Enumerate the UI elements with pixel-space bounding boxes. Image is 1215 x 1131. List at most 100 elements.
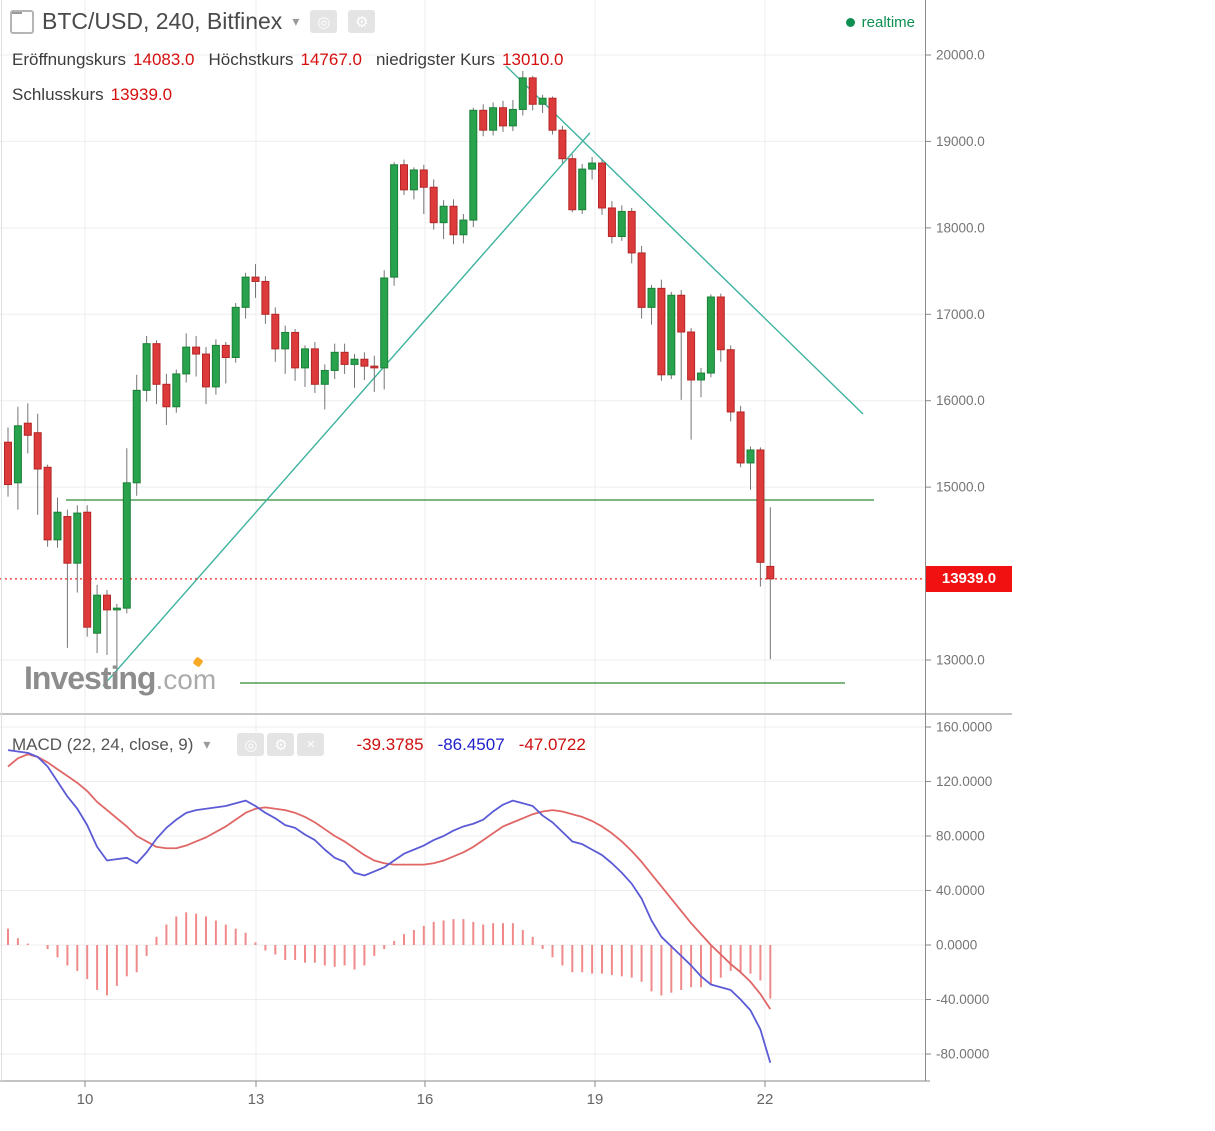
candle[interactable] [182, 346, 191, 375]
candle[interactable] [548, 97, 557, 131]
candle[interactable] [132, 389, 141, 484]
chevron-down-icon[interactable]: ▾ [292, 13, 300, 29]
trendline-up[interactable] [102, 132, 591, 687]
candle[interactable] [409, 169, 418, 191]
collapse-panel-icon[interactable] [10, 9, 34, 34]
candle[interactable] [350, 358, 359, 365]
candle[interactable] [588, 162, 597, 170]
time-axis-label: 16 [417, 1091, 434, 1108]
candle[interactable] [202, 353, 210, 388]
candle[interactable] [766, 565, 775, 580]
candle[interactable] [142, 343, 151, 391]
candle[interactable] [598, 162, 606, 209]
candle[interactable] [538, 97, 547, 105]
candle[interactable] [627, 210, 636, 254]
candle[interactable] [429, 186, 438, 224]
low-value: 13010.0 [502, 50, 564, 69]
candle[interactable] [291, 331, 300, 369]
price-axis-label: 16000.0 [936, 393, 985, 408]
price-axis-label: 18000.0 [936, 220, 985, 235]
candle[interactable] [320, 369, 329, 385]
candle[interactable] [261, 280, 270, 315]
candle[interactable] [83, 511, 92, 628]
candle[interactable] [192, 346, 201, 355]
candle[interactable] [518, 77, 527, 110]
candle[interactable] [568, 158, 577, 211]
candle[interactable] [687, 331, 696, 381]
candle[interactable] [360, 358, 369, 367]
candle[interactable] [152, 343, 161, 385]
candle[interactable] [449, 205, 458, 236]
watermark-suffix: .com [155, 664, 217, 695]
candle[interactable] [528, 77, 537, 105]
candle[interactable] [607, 207, 616, 238]
candle[interactable] [469, 109, 478, 221]
candle[interactable] [400, 164, 408, 191]
macd-chevron-down-icon[interactable]: ▾ [203, 736, 211, 752]
trendline-down[interactable] [505, 65, 864, 415]
candle[interactable] [221, 344, 230, 358]
candle[interactable] [380, 277, 389, 369]
candle[interactable] [637, 252, 646, 308]
macd-axis-label: 120.0000 [936, 774, 992, 789]
candle[interactable] [697, 372, 705, 381]
candle[interactable] [617, 210, 626, 237]
candle[interactable] [43, 466, 52, 541]
candle[interactable] [390, 164, 399, 278]
candle[interactable] [499, 107, 507, 127]
candle[interactable] [211, 344, 220, 388]
macd-target-icon[interactable]: ◎ [237, 733, 265, 756]
candle[interactable] [736, 411, 745, 464]
candle[interactable] [459, 219, 468, 236]
candle[interactable] [172, 373, 181, 408]
candle[interactable] [103, 594, 111, 611]
candle[interactable] [33, 432, 42, 470]
candle[interactable] [330, 351, 339, 371]
macd-line-value: -86.4507 [437, 734, 505, 754]
candle[interactable] [419, 169, 428, 188]
candle[interactable] [122, 482, 131, 609]
candle[interactable] [93, 594, 102, 634]
candle[interactable] [756, 449, 765, 563]
candle[interactable] [726, 349, 735, 413]
candle[interactable] [340, 351, 349, 365]
candle[interactable] [301, 348, 309, 369]
candle[interactable] [706, 296, 715, 374]
candle[interactable] [63, 516, 72, 564]
candle[interactable] [310, 348, 319, 385]
candle[interactable] [112, 607, 121, 611]
candle[interactable] [667, 294, 676, 376]
indicator-target-icon[interactable]: ◎ [310, 10, 338, 33]
macd-gear-icon[interactable]: ⚙ [267, 733, 295, 756]
candle[interactable] [716, 296, 725, 351]
candle[interactable] [281, 331, 290, 350]
settings-gear-icon[interactable]: ⚙ [348, 10, 376, 33]
candle[interactable] [4, 441, 12, 486]
candle[interactable] [677, 294, 686, 333]
candle[interactable] [162, 383, 171, 408]
candle[interactable] [271, 313, 280, 350]
candle[interactable] [558, 129, 567, 160]
candle[interactable] [370, 365, 379, 369]
candle[interactable] [439, 205, 448, 224]
candle[interactable] [479, 109, 488, 131]
candle[interactable] [23, 422, 32, 436]
macd-close-icon[interactable]: × [297, 733, 325, 756]
candle[interactable] [241, 276, 250, 308]
candle[interactable] [647, 287, 656, 308]
macd-axis-label: 80.0000 [936, 829, 985, 844]
candle[interactable] [657, 287, 666, 376]
candle[interactable] [53, 511, 62, 541]
candle[interactable] [746, 449, 755, 464]
candle[interactable] [73, 512, 82, 564]
candle[interactable] [508, 108, 517, 127]
candle[interactable] [231, 306, 240, 358]
high-value: 14767.0 [300, 50, 362, 69]
macd-axis-label: 40.0000 [936, 883, 985, 898]
candle[interactable] [578, 168, 587, 211]
macd-title: MACD (22, 24, close, 9) [12, 734, 194, 754]
candle[interactable] [13, 425, 22, 484]
candle[interactable] [489, 107, 498, 131]
candle[interactable] [251, 276, 260, 282]
